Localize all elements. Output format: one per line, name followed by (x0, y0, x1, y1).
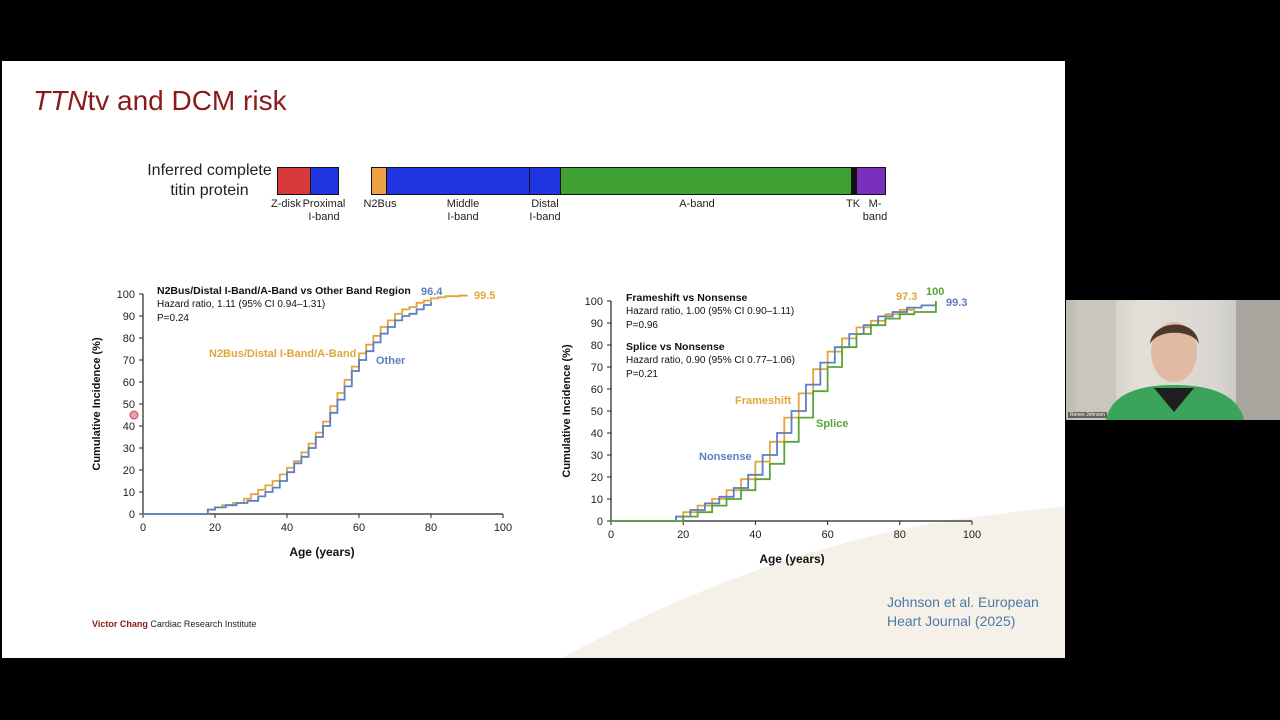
chart2-end-label-nonsense: 99.3 (946, 297, 967, 309)
chart2-series-nonsense (611, 302, 937, 522)
chart2-series-frameshift (611, 306, 916, 522)
chart2-x-tick-label: 60 (821, 529, 833, 541)
chart2-x-tick-label: 100 (963, 529, 981, 541)
laser-pointer-dot (129, 410, 139, 420)
chart2-p-value-splice: P=0.21 (626, 369, 658, 380)
chart1-series-other (143, 301, 432, 515)
chart2-y-tick-label: 80 (591, 340, 603, 352)
chart1-y-tick-label: 70 (123, 355, 135, 367)
region-label-distal-i-band: Distal I-band (529, 198, 561, 223)
title-text: tv and DCM risk (87, 85, 287, 116)
chart1-y-tick-label: 90 (123, 311, 135, 323)
chart2-y-axis-label: Cumulative Incidence (%) (561, 344, 573, 478)
region-label-tk: TK (845, 198, 861, 210)
region-label-middle-i-band: Middle I-band (446, 198, 480, 223)
chart1-y-tick-label: 100 (117, 289, 135, 301)
chart2-y-tick-label: 50 (591, 406, 603, 418)
chart1-header: N2Bus/Distal I-Band/A-Band vs Other Band… (157, 285, 411, 297)
chart1-y-tick-label: 20 (123, 465, 135, 477)
chart1-end-label-n2bus: 99.5 (474, 290, 495, 302)
protein-label: Inferred complete titin protein (147, 162, 272, 199)
chart2-series-label-frameshift: Frameshift (735, 395, 792, 407)
chart2-header-frameshift: Frameshift vs Nonsense (626, 292, 748, 304)
chart2-header-splice: Splice vs Nonsense (626, 341, 725, 353)
region-label-a-band: A-band (679, 198, 715, 210)
chart2-end-label-frameshift: 97.3 (896, 291, 917, 303)
region-label-m-band: M-band (862, 198, 888, 223)
chart1-hazard-ratio: Hazard ratio, 1.11 (95% CI 0.94–1.31) (157, 299, 325, 310)
chart1-series-label-other: Other (376, 355, 406, 367)
chart2-y-tick-label: 100 (585, 296, 603, 308)
chart2-p-value-frameshift: P=0.96 (626, 320, 658, 331)
chart2-y-tick-label: 40 (591, 428, 603, 440)
title-gene: TTN (33, 85, 88, 116)
chart1-p-value: P=0.24 (157, 313, 189, 324)
chart1-y-tick-label: 10 (123, 487, 135, 499)
footer-institute-name: Cardiac Research Institute (150, 619, 257, 629)
chart2-y-tick-label: 0 (597, 516, 603, 528)
chart2-y-tick-label: 30 (591, 450, 603, 462)
chart1-y-tick-label: 80 (123, 333, 135, 345)
chart2-x-tick-label: 40 (749, 529, 761, 541)
chart2-series-splice (611, 301, 937, 522)
presenter-silhouette (1076, 300, 1280, 420)
chart2-x-tick-label: 80 (894, 529, 906, 541)
chart2-x-tick-label: 20 (677, 529, 689, 541)
chart1-series-label-n2bus: N2Bus/Distal I-Band/A-Band (209, 348, 356, 360)
segment-proximal-i-band (310, 167, 339, 195)
segment-middle-i-band (386, 167, 530, 195)
chart1-x-tick-label: 80 (425, 522, 437, 534)
chart2-hazard-ratio-splice: Hazard ratio, 0.90 (95% CI 0.77–1.06) (626, 355, 795, 366)
chart1-y-axis-label: Cumulative Incidence (%) (91, 337, 103, 471)
chart1-y-tick-label: 50 (123, 399, 135, 411)
chart1-end-label-other: 96.4 (421, 286, 443, 298)
region-label-n2bus: N2Bus (363, 198, 397, 210)
presentation-slide: TTNtv and DCM risk Inferred complete tit… (2, 61, 1065, 658)
chart2-y-tick-label: 10 (591, 494, 603, 506)
segment-z-disk (277, 167, 311, 195)
chart2-end-label-splice: 100 (926, 286, 944, 298)
chart1-y-tick-label: 30 (123, 443, 135, 455)
chart1-y-tick-label: 0 (129, 509, 135, 521)
chart2-x-axis-label: Age (years) (759, 552, 824, 566)
chart2-y-tick-label: 90 (591, 318, 603, 330)
chart1-y-tick-label: 60 (123, 377, 135, 389)
chart2-y-tick-label: 70 (591, 362, 603, 374)
chart2-x-tick-label: 0 (608, 529, 614, 541)
webcam-name-tag: Renee Johnson (1068, 412, 1108, 418)
km-chart-band-region: 0 20 40 60 80 100 0 10 20 30 40 50 60 70 80 90 100 N2Bus… (91, 285, 512, 559)
background-swoosh (562, 506, 1065, 658)
chart1-x-tick-label: 0 (140, 522, 146, 534)
chart2-series-label-nonsense: Nonsense (699, 451, 752, 463)
webcam-video[interactable]: Renee Johnson (1066, 300, 1280, 420)
chart2-y-tick-label: 60 (591, 384, 603, 396)
segment-a-band (560, 167, 852, 195)
chart1-x-tick-label: 60 (353, 522, 365, 534)
chart1-x-tick-label: 20 (209, 522, 221, 534)
chart2-y-tick-label: 20 (591, 472, 603, 484)
slide-title: TTNtv and DCM risk (33, 85, 287, 117)
chart1-x-tick-label: 40 (281, 522, 293, 534)
footer-institute: Victor Chang Cardiac Research Institute (92, 619, 256, 629)
chart2-series-label-splice: Splice (816, 418, 848, 430)
chart1-x-tick-label: 100 (494, 522, 512, 534)
segment-m-band (856, 167, 886, 195)
chart1-x-axis-label: Age (years) (289, 545, 354, 559)
region-label-z-disk: Z-disk (271, 198, 301, 210)
km-chart-variant-type: 0 20 40 60 80 100 0 10 20 30 40 50 60 70 80 90 100 Frame… (561, 286, 981, 566)
chart2-hazard-ratio-frameshift: Hazard ratio, 1.00 (95% CI 0.90–1.11) (626, 306, 794, 317)
chart1-y-tick-label: 40 (123, 421, 135, 433)
footer-brand: Victor Chang (92, 619, 148, 629)
region-label-proximal-i-band: Proximal I-band (302, 198, 346, 223)
citation: Johnson et al. European Heart Journal (2… (887, 594, 1039, 629)
